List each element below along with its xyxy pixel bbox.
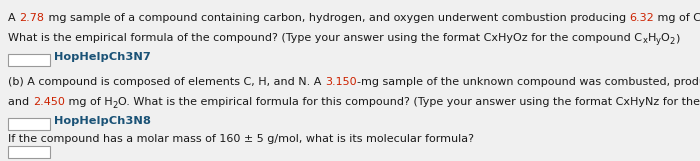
Text: O. What is the empirical formula for this compound? (Type your answer using the : O. What is the empirical formula for thi… <box>118 97 700 107</box>
Text: A: A <box>8 13 20 23</box>
Text: -mg sample of the unknown compound was combusted, producing: -mg sample of the unknown compound was c… <box>357 77 700 87</box>
Text: What is the empirical formula of the compound? (Type your answer using the forma: What is the empirical formula of the com… <box>8 33 643 43</box>
Text: and: and <box>8 97 33 107</box>
Text: If the compound has a molar mass of 160 ± 5 g/mol, what is its molecular formula: If the compound has a molar mass of 160 … <box>8 134 475 144</box>
Text: 2: 2 <box>113 101 118 109</box>
Text: ): ) <box>675 33 679 43</box>
Text: 2: 2 <box>669 37 675 46</box>
Text: (b) A compound is composed of elements C, H, and N. A: (b) A compound is composed of elements C… <box>8 77 326 87</box>
Text: mg sample of a compound containing carbon, hydrogen, and oxygen underwent combus: mg sample of a compound containing carbo… <box>45 13 629 23</box>
Text: 6.32: 6.32 <box>629 13 654 23</box>
Text: HopHelpCh3N8: HopHelpCh3N8 <box>54 116 150 126</box>
Text: HopHelpCh3N7: HopHelpCh3N7 <box>54 52 150 62</box>
Text: mg of H: mg of H <box>65 97 113 107</box>
Text: O: O <box>661 33 669 43</box>
Text: 3.150: 3.150 <box>326 77 357 87</box>
Text: 2.78: 2.78 <box>20 13 45 23</box>
Text: 2.450: 2.450 <box>33 97 65 107</box>
Text: mg of CO: mg of CO <box>654 13 700 23</box>
Text: x: x <box>643 36 648 45</box>
Text: y: y <box>656 36 661 45</box>
Text: H: H <box>648 33 656 43</box>
